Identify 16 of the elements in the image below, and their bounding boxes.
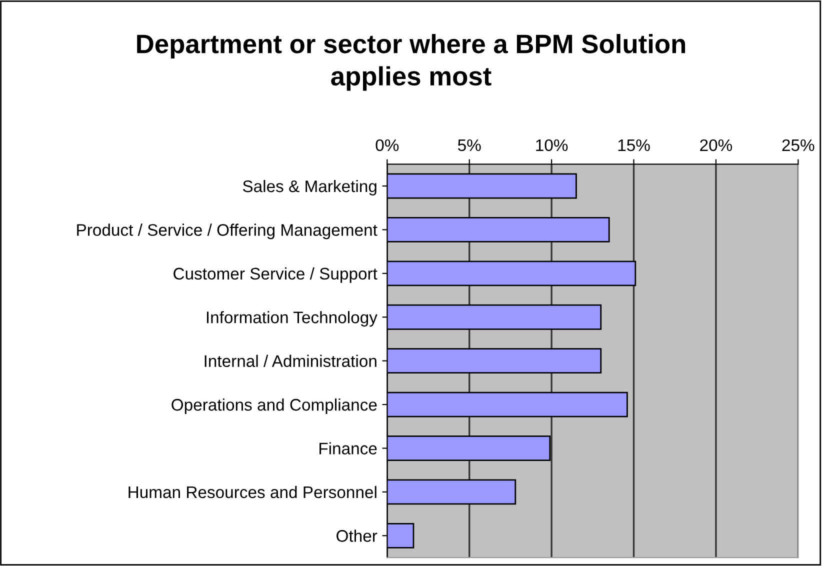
y-tick-label: Product / Service / Offering Management bbox=[77, 224, 378, 240]
chart-title: Department or sector where a BPM Solution applies most bbox=[137, 34, 686, 91]
x-tick-label: 15% bbox=[618, 139, 650, 152]
y-tick-label: Internal / Administration bbox=[204, 354, 376, 368]
x-tick-label: 20% bbox=[700, 139, 732, 152]
x-tick-label: 10% bbox=[536, 139, 568, 152]
y-tick-label: Human Resources and Personnel bbox=[128, 486, 376, 498]
y-tick-label: Other bbox=[336, 530, 378, 542]
x-tick-label: 5% bbox=[458, 139, 481, 152]
y-tick-label: Customer Service / Support bbox=[174, 267, 378, 283]
x-tick-label: 25% bbox=[782, 139, 814, 152]
y-tick-label: Finance bbox=[320, 442, 377, 454]
y-tick-label: Operations and Compliance bbox=[172, 398, 377, 414]
x-tick-label: 0% bbox=[376, 139, 399, 152]
y-tick-label: Sales & Marketing bbox=[242, 180, 376, 196]
y-tick-label: Information Technology bbox=[206, 311, 378, 327]
